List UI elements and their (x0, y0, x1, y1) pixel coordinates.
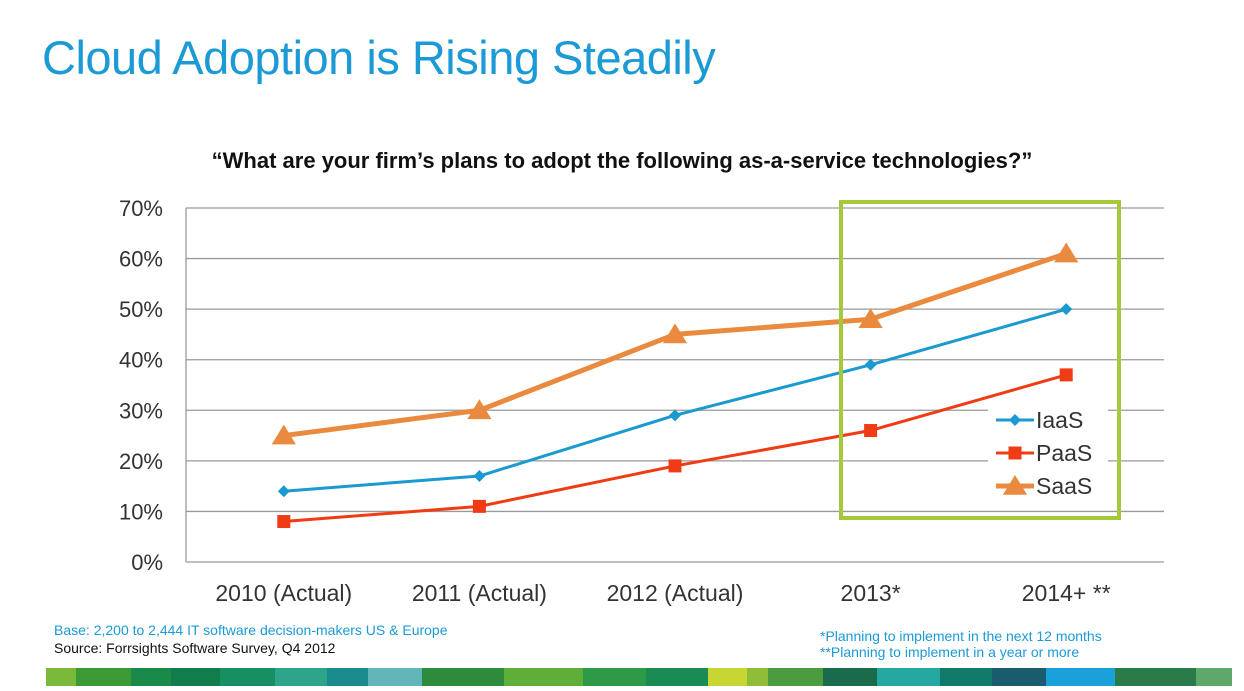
x-tick-label: 2011 (Actual) (412, 580, 547, 606)
series-group (271, 242, 1079, 529)
footer-color-segment (367, 668, 423, 686)
data-point (473, 470, 486, 483)
footer-color-segment (171, 668, 221, 686)
footer-color-segment (46, 668, 76, 686)
chart-question: “What are your firm’s plans to adopt the… (211, 148, 1033, 173)
footer-color-segment (940, 668, 992, 686)
series-saas (271, 242, 1079, 445)
grid-lines (185, 207, 1164, 563)
legend-label: IaaS (1036, 407, 1083, 433)
footer-color-segment (1196, 668, 1232, 686)
footer-color-segment (877, 668, 941, 686)
data-point (1059, 368, 1073, 382)
legend-item-paas: PaaS (996, 440, 1092, 466)
footer-color-segment (1046, 668, 1115, 686)
footer-color-segment (822, 668, 878, 686)
data-point (1002, 475, 1028, 495)
legend: IaaS PaaS SaaS (988, 402, 1108, 506)
y-tick-label: 20% (119, 449, 163, 474)
y-tick-label: 30% (119, 398, 163, 423)
data-point (271, 424, 296, 445)
source-note: Source: Forrsights Software Survey, Q4 2… (54, 640, 336, 656)
data-point (277, 485, 290, 498)
data-point (662, 323, 688, 344)
footer-color-segment (130, 668, 172, 686)
series-iaas (277, 303, 1073, 498)
footnote-1: *Planning to implement in the next 12 mo… (820, 628, 1102, 644)
x-tick-label: 2014+ ** (1022, 580, 1111, 606)
legend-label: SaaS (1036, 473, 1092, 499)
x-tick-label: 2010 (Actual) (215, 580, 352, 606)
footer-color-segment (503, 668, 584, 686)
x-tick-label: 2013* (841, 580, 901, 606)
legend-label: PaaS (1036, 440, 1092, 466)
data-point (277, 515, 291, 529)
data-point (864, 358, 877, 371)
y-tick-label: 40% (119, 348, 163, 373)
footer-color-segment (422, 668, 504, 686)
y-tick-label: 0% (131, 550, 163, 575)
legend-item-iaas: IaaS (996, 407, 1083, 433)
footer-color-segment (326, 668, 368, 686)
y-tick-label: 60% (119, 247, 163, 272)
footer-color-segment (991, 668, 1047, 686)
y-tick-label: 10% (119, 499, 163, 524)
footer-color-segment (583, 668, 646, 686)
data-point (467, 399, 492, 420)
y-tick-label: 70% (119, 196, 163, 221)
data-point (472, 499, 486, 513)
footer-color-segment (1114, 668, 1197, 686)
footer-color-bar (46, 668, 1232, 686)
data-point (669, 409, 681, 422)
data-point (858, 308, 883, 329)
footer-color-segment (768, 668, 823, 686)
data-point (1009, 414, 1021, 426)
footer-color-segment (708, 668, 747, 686)
footer-color-segment (645, 668, 709, 686)
data-point (1054, 242, 1079, 263)
data-point (1008, 446, 1022, 460)
base-note: Base: 2,200 to 2,444 IT software decisio… (54, 622, 448, 638)
footnote-2: **Planning to implement in a year or mor… (820, 644, 1080, 660)
footer-color-segment (75, 668, 131, 686)
x-tick-label: 2012 (Actual) (607, 580, 744, 606)
legend-item-saas: SaaS (996, 473, 1092, 499)
series-paas (277, 368, 1073, 529)
footer-color-segment (746, 668, 769, 686)
y-axis-ticks: 0% 10% 20% 30% 40% 50% 60% 70% (119, 196, 163, 575)
series-line (283, 373, 1067, 524)
forecast-highlight-box (839, 200, 1121, 520)
footer-color-segment (274, 668, 327, 686)
y-tick-label: 50% (119, 297, 163, 322)
slide-title: Cloud Adoption is Rising Steadily (42, 31, 716, 84)
data-point (668, 459, 682, 473)
footer-color-segment (220, 668, 275, 686)
x-axis-ticks: 2010 (Actual) 2011 (Actual) 2012 (Actual) 2… (215, 580, 1110, 606)
footnotes: *Planning to implement in the next 12 mo… (820, 628, 1102, 660)
data-point (1060, 303, 1073, 316)
data-point (864, 424, 878, 438)
